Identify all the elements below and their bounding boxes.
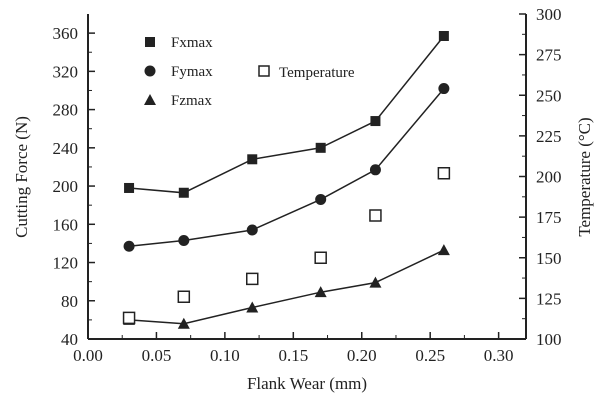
- data-point-temperature: [369, 209, 382, 222]
- data-point-fxmax: [124, 182, 135, 193]
- y-tick-label: 40: [61, 330, 78, 349]
- data-point-fymax: [246, 224, 258, 236]
- x-tick-label: 0.15: [278, 346, 308, 365]
- legend-marker-temperature: [258, 65, 270, 77]
- data-point-fxmax: [438, 30, 449, 41]
- data-point-fzmax: [246, 301, 259, 313]
- legend-marker-fymax: [144, 65, 156, 77]
- legend-label-fzmax: Fzmax: [171, 93, 212, 109]
- data-point-fymax: [123, 240, 135, 252]
- data-point-fzmax: [369, 276, 382, 288]
- left-y-axis-title: Cutting Force (N): [12, 116, 31, 238]
- data-point-fymax: [178, 235, 190, 247]
- legend-marker-fzmax: [144, 94, 156, 105]
- series-layer: [122, 30, 451, 329]
- x-tick-label: 0.05: [142, 346, 172, 365]
- x-tick-label: 0.25: [415, 346, 445, 365]
- x-axis-ticks: 0.00 0.05 0.10 0.15 0.20 0.25 0.30: [73, 332, 514, 365]
- data-point-fzmax: [177, 317, 190, 329]
- data-point-fymax: [369, 164, 381, 176]
- x-axis-title: Flank Wear (mm): [247, 374, 367, 393]
- data-point-temperature: [122, 311, 136, 325]
- y2-tick-label: 150: [536, 249, 562, 268]
- y-tick-label: 80: [61, 292, 78, 311]
- legend-label-fxmax: Fxmax: [171, 35, 213, 51]
- y2-tick-label: 100: [536, 330, 562, 349]
- legend: Fxmax Fymax Fzmax Temperature: [144, 35, 355, 109]
- data-point-fymax: [438, 83, 450, 95]
- x-tick-label: 0.30: [484, 346, 514, 365]
- series-line-fzmax: [129, 249, 445, 325]
- right-y-axis-title: Temperature (°C): [575, 117, 594, 236]
- y2-tick-label: 250: [536, 86, 562, 105]
- data-point-fzmax: [437, 244, 450, 256]
- y-tick-label: 280: [53, 101, 79, 120]
- y2-tick-label: 300: [536, 5, 562, 24]
- x-tick-label: 0.10: [210, 346, 240, 365]
- data-point-temperature: [437, 167, 451, 180]
- left-y-axis-ticks: 40 80 120 160 200 240 280 320 360: [53, 24, 95, 349]
- y2-tick-label: 175: [536, 208, 562, 227]
- y-tick-label: 200: [53, 177, 79, 196]
- data-point-fxmax: [370, 116, 381, 127]
- series-line-fymax: [129, 88, 445, 248]
- data-point-temperature: [246, 272, 259, 286]
- data-point-temperature: [177, 290, 191, 303]
- data-point-fxmax: [247, 154, 258, 165]
- x-tick-label: 0.20: [347, 346, 377, 365]
- data-point-fxmax: [315, 142, 326, 153]
- data-point-fxmax: [178, 187, 189, 198]
- series-line-fxmax: [129, 35, 445, 194]
- y2-tick-label: 200: [536, 168, 562, 187]
- data-point-fymax: [315, 193, 327, 205]
- y-tick-label: 120: [53, 254, 79, 273]
- y-tick-label: 360: [53, 24, 79, 43]
- legend-label-temperature: Temperature: [279, 65, 355, 81]
- legend-label-fymax: Fymax: [171, 64, 213, 80]
- y-tick-label: 240: [53, 139, 79, 158]
- right-y-axis-ticks: 100 125 150 175 200 225 250 275 300: [519, 5, 562, 349]
- y2-tick-label: 125: [536, 289, 562, 308]
- y2-tick-label: 225: [536, 127, 562, 146]
- data-point-fzmax: [314, 286, 327, 298]
- y-tick-label: 160: [53, 215, 79, 234]
- y2-tick-label: 275: [536, 46, 562, 65]
- plot-frame: [87, 14, 527, 340]
- y-tick-label: 320: [53, 62, 79, 81]
- legend-marker-fxmax: [145, 37, 155, 47]
- x-tick-label: 0.00: [73, 346, 103, 365]
- data-point-temperature: [314, 251, 327, 264]
